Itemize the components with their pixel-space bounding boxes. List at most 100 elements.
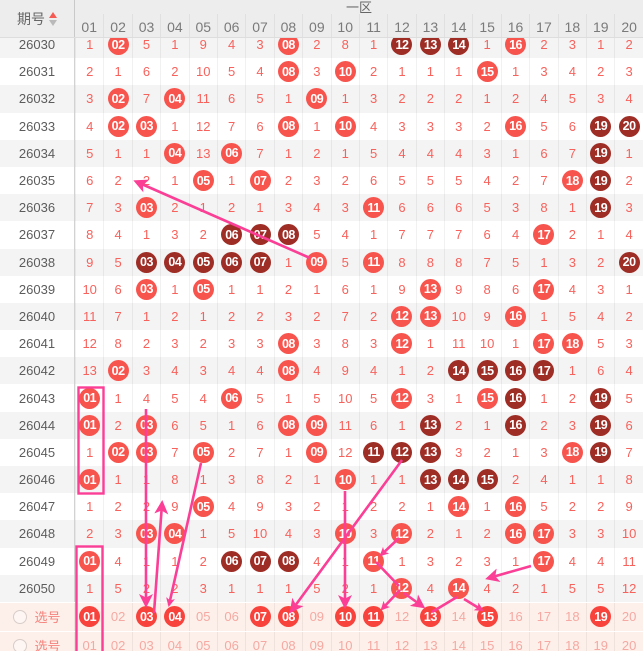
selection-number-label[interactable]: 09 bbox=[309, 609, 325, 625]
selection-number-04[interactable]: 04 bbox=[160, 602, 188, 631]
sort-asc-icon[interactable] bbox=[49, 11, 57, 18]
miss-count-cell: 8 bbox=[472, 275, 500, 303]
selection-number-17[interactable]: 17 bbox=[529, 631, 557, 651]
selected-number-11[interactable]: 11 bbox=[363, 606, 385, 628]
selection-number-02[interactable]: 02 bbox=[103, 602, 131, 631]
selection-number-09[interactable]: 09 bbox=[302, 631, 330, 651]
miss-count-cell: 2 bbox=[216, 194, 245, 222]
selection-number-20[interactable]: 20 bbox=[614, 602, 642, 631]
selected-number-03[interactable]: 03 bbox=[135, 606, 157, 628]
selection-number-15[interactable]: 15 bbox=[472, 602, 500, 631]
selection-number-label[interactable]: 12 bbox=[394, 609, 410, 625]
selection-number-07[interactable]: 07 bbox=[245, 602, 273, 631]
selection-number-08[interactable]: 08 bbox=[273, 631, 302, 651]
selection-number-11[interactable]: 11 bbox=[358, 631, 387, 651]
selection-number-label[interactable]: 20 bbox=[621, 609, 637, 625]
selection-number-label[interactable]: 08 bbox=[281, 638, 296, 651]
ball-cell: 13 bbox=[415, 31, 444, 59]
selection-number-04[interactable]: 04 bbox=[160, 631, 188, 651]
selection-number-20[interactable]: 20 bbox=[614, 631, 642, 651]
selection-number-01[interactable]: 01 bbox=[75, 631, 103, 651]
selection-number-15[interactable]: 15 bbox=[472, 631, 500, 651]
selection-number-label[interactable]: 18 bbox=[565, 638, 580, 651]
miss-count-cell: 1 bbox=[103, 384, 131, 412]
selection-number-10[interactable]: 10 bbox=[330, 602, 359, 631]
selection-number-16[interactable]: 16 bbox=[500, 602, 529, 631]
selection-number-03[interactable]: 03 bbox=[131, 602, 160, 631]
miss-count-cell: 3 bbox=[472, 139, 500, 167]
issue-number: 26040 bbox=[0, 302, 75, 331]
selection-number-10[interactable]: 10 bbox=[330, 631, 359, 651]
selection-number-label[interactable]: 10 bbox=[337, 638, 353, 651]
selection-number-label[interactable]: 13 bbox=[423, 638, 438, 651]
sort-control[interactable] bbox=[49, 11, 57, 26]
selection-number-label[interactable]: 11 bbox=[366, 638, 381, 651]
selection-number-07[interactable]: 07 bbox=[245, 631, 273, 651]
selected-number-04[interactable]: 04 bbox=[164, 606, 186, 628]
selection-radio[interactable] bbox=[13, 638, 28, 651]
miss-count-cell: 5 bbox=[387, 166, 415, 195]
selected-number-19[interactable]: 19 bbox=[590, 606, 612, 628]
selection-number-label[interactable]: 14 bbox=[451, 638, 466, 651]
miss-count: 5 bbox=[114, 254, 122, 270]
selection-number-11[interactable]: 11 bbox=[358, 602, 387, 631]
drawn-ball-02: 02 bbox=[107, 34, 129, 56]
selection-number-14[interactable]: 14 bbox=[444, 602, 472, 631]
miss-count-cell: 2 bbox=[614, 302, 642, 331]
selection-number-label[interactable]: 06 bbox=[224, 609, 239, 625]
selection-number-12[interactable]: 12 bbox=[387, 631, 415, 651]
selection-number-label[interactable]: 12 bbox=[394, 638, 410, 651]
selection-number-label[interactable]: 16 bbox=[508, 609, 523, 625]
selection-number-label[interactable]: 01 bbox=[82, 638, 97, 651]
selection-number-13[interactable]: 13 bbox=[415, 602, 444, 631]
selection-number-14[interactable]: 14 bbox=[444, 631, 472, 651]
selected-number-10[interactable]: 10 bbox=[334, 606, 356, 628]
selection-number-06[interactable]: 06 bbox=[216, 602, 245, 631]
selection-number-12[interactable]: 12 bbox=[387, 602, 415, 631]
selected-number-15[interactable]: 15 bbox=[476, 606, 498, 628]
selection-number-label[interactable]: 04 bbox=[167, 638, 183, 651]
selection-number-08[interactable]: 08 bbox=[273, 602, 302, 631]
selection-number-03[interactable]: 03 bbox=[131, 631, 160, 651]
selection-number-16[interactable]: 16 bbox=[500, 631, 529, 651]
selected-number-01[interactable]: 01 bbox=[79, 606, 101, 628]
selection-number-label[interactable]: 03 bbox=[139, 638, 154, 651]
selection-number-06[interactable]: 06 bbox=[216, 631, 245, 651]
selection-number-label[interactable]: 17 bbox=[536, 638, 552, 651]
selection-number-17[interactable]: 17 bbox=[529, 602, 557, 631]
selected-number-13[interactable]: 13 bbox=[419, 606, 441, 628]
selection-number-label[interactable]: 05 bbox=[196, 638, 211, 651]
selection-number-label[interactable]: 20 bbox=[621, 638, 637, 651]
selection-radio[interactable] bbox=[13, 609, 28, 624]
ball-cell: 19 bbox=[586, 166, 614, 195]
selected-number-08[interactable]: 08 bbox=[277, 606, 299, 628]
miss-count-cell: 10 bbox=[444, 302, 472, 331]
selection-number-05[interactable]: 05 bbox=[188, 602, 217, 631]
selection-number-label[interactable]: 05 bbox=[196, 609, 211, 625]
selection-number-label[interactable]: 06 bbox=[224, 638, 239, 651]
selection-number-18[interactable]: 18 bbox=[557, 602, 586, 631]
selection-number-label[interactable]: 07 bbox=[252, 638, 268, 651]
miss-count: 2 bbox=[86, 526, 94, 542]
miss-count-cell: 2 bbox=[415, 85, 444, 113]
selection-number-label[interactable]: 16 bbox=[508, 638, 523, 651]
sort-desc-icon[interactable] bbox=[49, 19, 57, 26]
selection-number-label[interactable]: 09 bbox=[309, 638, 325, 651]
selection-number-label[interactable]: 14 bbox=[451, 609, 466, 625]
selection-number-19[interactable]: 19 bbox=[586, 631, 614, 651]
selection-number-19[interactable]: 19 bbox=[586, 602, 614, 631]
selection-number-label[interactable]: 02 bbox=[110, 609, 126, 625]
selection-number-label[interactable]: 17 bbox=[536, 609, 552, 625]
selection-number-label[interactable]: 19 bbox=[593, 638, 608, 651]
selection-number-02[interactable]: 02 bbox=[103, 631, 131, 651]
selection-number-label[interactable]: 18 bbox=[565, 609, 580, 625]
selection-number-18[interactable]: 18 bbox=[557, 631, 586, 651]
selection-number-label[interactable]: 15 bbox=[479, 638, 495, 651]
selection-number-13[interactable]: 13 bbox=[415, 631, 444, 651]
selection-number-05[interactable]: 05 bbox=[188, 631, 217, 651]
selection-number-label[interactable]: 02 bbox=[110, 638, 126, 651]
selection-number-09[interactable]: 09 bbox=[302, 602, 330, 631]
selected-number-07[interactable]: 07 bbox=[249, 606, 271, 628]
selection-number-01[interactable]: 01 bbox=[75, 602, 103, 631]
miss-count: 5 bbox=[455, 173, 463, 189]
